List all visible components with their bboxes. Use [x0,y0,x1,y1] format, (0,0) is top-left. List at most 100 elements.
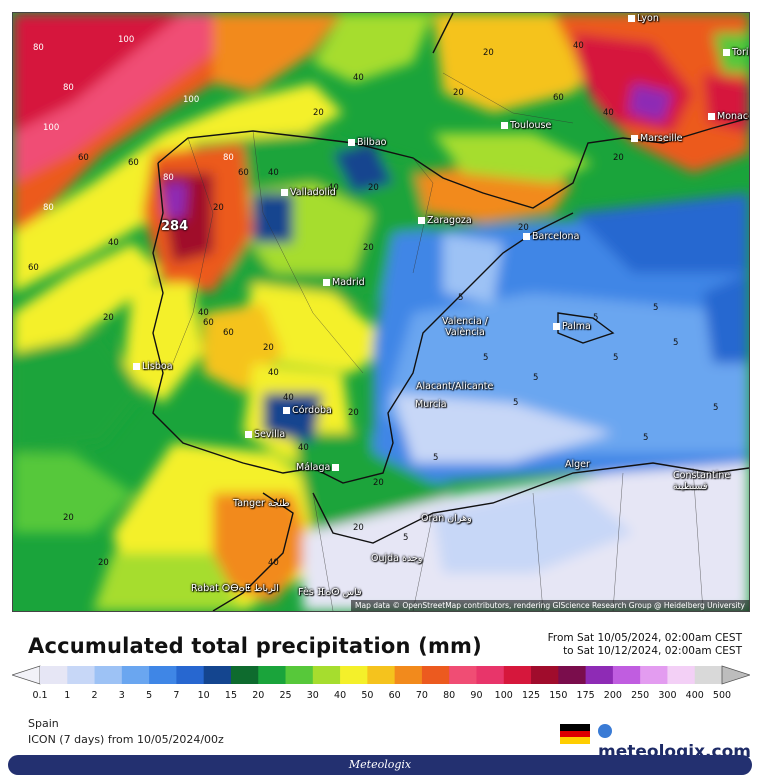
legend-tick-label: 20 [252,690,265,701]
germany-flag-icon [560,724,590,744]
city-label: Oran وهران [421,513,472,524]
contour-value-label: 5 [513,398,519,408]
city-label: Barcelona [523,231,579,242]
legend-swatch [421,666,450,684]
legend-swatch [94,666,123,684]
contour-value-label: 20 [348,408,359,418]
contour-value-label: 40 [273,498,284,508]
contour-value-label: 5 [613,353,619,363]
contour-value-label: 20 [518,223,529,233]
contour-value-label: 100 [183,95,200,105]
legend-tick-label: 70 [415,690,428,701]
contour-value-label: 5 [403,533,409,543]
contour-value-label: 40 [573,41,584,51]
legend-tick-label: 0.1 [32,690,48,701]
contour-value-label: 20 [213,203,224,213]
contour-value-label: 40 [108,238,119,248]
legend-swatch [503,666,532,684]
contour-value-label: 40 [298,443,309,453]
legend-swatch [340,666,368,684]
legend-tick-label: 125 [521,690,541,701]
legend-swatch [121,666,150,684]
legend-swatch [558,666,587,684]
precipitation-map[interactable]: 80 100 80 100 60 80 40 60 100 60 80 40 20 60 20 80 60 40 2… [12,12,750,612]
legend-tick-label: 15 [224,690,237,701]
contour-value-label: 80 [223,153,234,163]
city-label: Rabat ⵔⴱⴰⵟ الرباط [191,583,279,594]
meteologix-logo-icon [598,724,612,738]
legend-swatch [694,666,723,684]
contour-value-label: 5 [533,373,539,383]
contour-value-label: 80 [33,43,44,53]
period-from: From Sat 10/05/2024, 02:00am CEST [547,632,742,644]
city-label: Alger [565,459,590,470]
legend-swatch [367,666,396,684]
legend-swatch [640,666,668,684]
contour-value-label: 60 [28,263,39,273]
contour-value-label: 20 [363,243,374,253]
city-label: Sevilla [245,429,285,440]
contour-value-label: 100 [43,123,60,133]
legend-swatch [531,666,559,684]
contour-value-label: 80 [163,173,174,183]
city-label: Zaragoza [418,215,472,226]
legend-tick-label: 10 [197,690,210,701]
legend-tick-label: 90 [470,690,483,701]
legend-swatch [149,666,177,684]
contour-value-label: 20 [368,183,379,193]
contour-value-label: 20 [313,108,324,118]
model-label: ICON (7 days) from 10/05/2024/00z [28,733,224,746]
legend-tick-label: 400 [685,690,704,701]
legend-swatch [449,666,477,684]
contour-value-label: 5 [433,453,439,463]
contour-value-label: 5 [643,433,649,443]
city-label: Murcia [415,399,447,410]
legend-swatch [285,666,314,684]
contour-value-label: 60 [553,93,564,103]
legend-swatch [67,666,96,684]
city-label: Tanger طنجة [233,498,290,509]
footer-bar[interactable]: Meteologix [8,755,752,775]
legend-tick-label: 30 [306,690,319,701]
legend-swatch [585,666,614,684]
contour-value-label: 20 [263,343,274,353]
city-label: Lisboa [133,361,173,372]
legend-swatch [230,666,259,684]
contour-value-label: 5 [653,303,659,313]
legend-tick-label: 500 [712,690,732,701]
contour-value-label: 20 [98,558,109,568]
contour-value-label: 60 [223,328,234,338]
contour-value-label: 40 [603,108,614,118]
legend-tick-label: 200 [603,690,622,701]
city-label: Madrid [323,277,365,288]
contour-value-label: 5 [713,403,719,413]
contour-value-label: 100 [118,35,135,45]
contour-value-label: 20 [613,153,624,163]
legend-tick-label: 60 [388,690,401,701]
city-label: Constantine قسنطينة [673,470,731,492]
legend-tick-label: 1 [64,690,71,701]
legend-tick-label: 3 [118,690,125,701]
legend-tick-label: 80 [443,690,456,701]
contour-value-label: 20 [103,313,114,323]
legend-tick-label: 100 [494,690,513,701]
legend-swatch [476,666,505,684]
contour-value-label: 20 [63,513,74,523]
contour-value-label: 20 [373,478,384,488]
city-label: Marseille [631,133,682,144]
city-label: Lyon [628,13,659,24]
contour-value-label: 40 [268,368,279,378]
legend-tick-label: 40 [334,690,347,701]
contour-value-label: 20 [483,48,494,58]
city-label: Toulouse [501,120,551,131]
contour-value-label: 5 [483,353,489,363]
city-label: Alacant/Alicante [416,381,494,392]
contour-value-label: 5 [673,338,679,348]
city-label: Palma [553,321,591,332]
legend-swatch [203,666,232,684]
city-label: Oujda وجدة [371,553,423,564]
color-legend [12,665,750,685]
legend-swatch [176,666,205,684]
chart-title: Accumulated total precipitation (mm) [28,634,482,658]
period-to: to Sat 10/12/2024, 02:00am CEST [563,645,742,657]
